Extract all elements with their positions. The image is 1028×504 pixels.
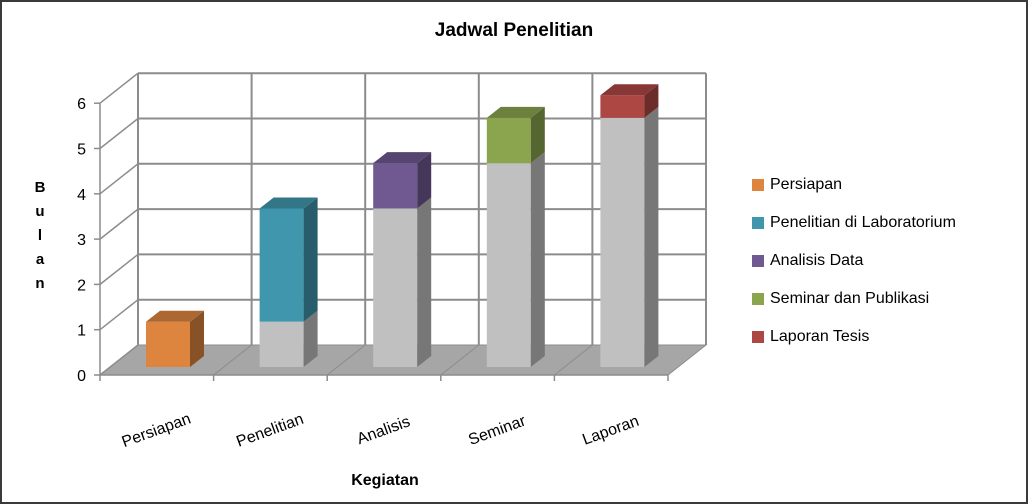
bar-segment-side [644, 106, 659, 367]
side-gridline [99, 208, 139, 240]
y-tick-label: 3 [77, 232, 86, 249]
x-axis-label: Kegiatan [351, 472, 419, 489]
bar-top [259, 197, 318, 209]
legend-item-penelitian: Penelitian di Laboratorium [752, 204, 956, 242]
legend-swatch [752, 331, 764, 343]
y-label-letter: u [35, 203, 45, 220]
x-tick-label: Penelitian [234, 411, 306, 451]
legend-swatch [752, 255, 764, 267]
side-gridline [99, 163, 139, 195]
legend-swatch [752, 217, 764, 229]
bar-top [373, 152, 432, 164]
legend-label: Persiapan [770, 176, 843, 193]
legend-item-seminar: Seminar dan Publikasi [752, 280, 956, 318]
side-gridline [99, 117, 139, 150]
x-tick-label: Analisis [355, 413, 413, 448]
floor-divider [326, 344, 366, 376]
bar-segment-side [417, 197, 432, 367]
bar-segment-side [190, 310, 204, 367]
legend-label: Analisis Data [770, 252, 864, 269]
bar-segment-front [259, 208, 304, 322]
bar-segment-front [146, 321, 190, 367]
side-gridline [99, 253, 139, 285]
bar-segment-side [417, 152, 432, 209]
bar-top [146, 310, 204, 322]
bar-segment-front [486, 117, 531, 164]
x-tick-label: Laporan [580, 413, 641, 449]
bar-segment-side [644, 84, 659, 118]
legend-swatch [752, 293, 764, 305]
bar-segment-front [600, 95, 645, 118]
floor-divider [554, 344, 593, 376]
legend-swatch [752, 179, 764, 191]
y-tick-label: 0 [77, 368, 86, 385]
floor-divider [99, 344, 139, 376]
bar-segment-front [259, 321, 304, 367]
legend-label: Laporan Tesis [770, 328, 870, 345]
legend-item-laporan: Laporan Tesis [752, 318, 956, 356]
y-tick-label: 1 [77, 323, 86, 340]
side-gridline [99, 299, 139, 331]
y-axis-label: B u l a n [30, 176, 50, 296]
bar-segment-side [530, 106, 545, 164]
floor-divider [440, 344, 480, 376]
bar-segment-front [600, 117, 645, 367]
chart-title: Jadwal Penelitian [434, 20, 594, 41]
y-tick-label: 5 [77, 142, 86, 159]
bar-segment-side [530, 152, 545, 367]
y-label-letter: n [35, 275, 45, 292]
legend-item-analisis: Analisis Data [752, 242, 956, 280]
bar-segment-side [303, 197, 318, 322]
y-tick-label: 4 [77, 187, 86, 204]
bar-segment-side [303, 310, 318, 367]
y-label-letter: a [35, 251, 45, 268]
y-tick-label: 2 [77, 277, 86, 294]
y-label-letter: B [34, 179, 46, 196]
y-tick-label: 6 [77, 96, 86, 113]
bar-top [486, 106, 545, 118]
legend: Persiapan Penelitian di Laboratorium Ana… [752, 166, 956, 356]
side-gridline [99, 72, 139, 104]
bar-segment-front [373, 163, 418, 209]
x-tick-label: Seminar [466, 412, 528, 449]
x-tick-label: Persiapan [120, 410, 194, 451]
legend-label: Seminar dan Publikasi [770, 290, 930, 307]
y-label-letter: l [37, 227, 43, 244]
floor-divider [213, 344, 252, 376]
bar-top [600, 84, 659, 96]
bar-segment-front [486, 163, 531, 367]
bar-segment-front [373, 208, 418, 367]
legend-label: Penelitian di Laboratorium [770, 214, 956, 231]
legend-item-persiapan: Persiapan [752, 166, 956, 204]
